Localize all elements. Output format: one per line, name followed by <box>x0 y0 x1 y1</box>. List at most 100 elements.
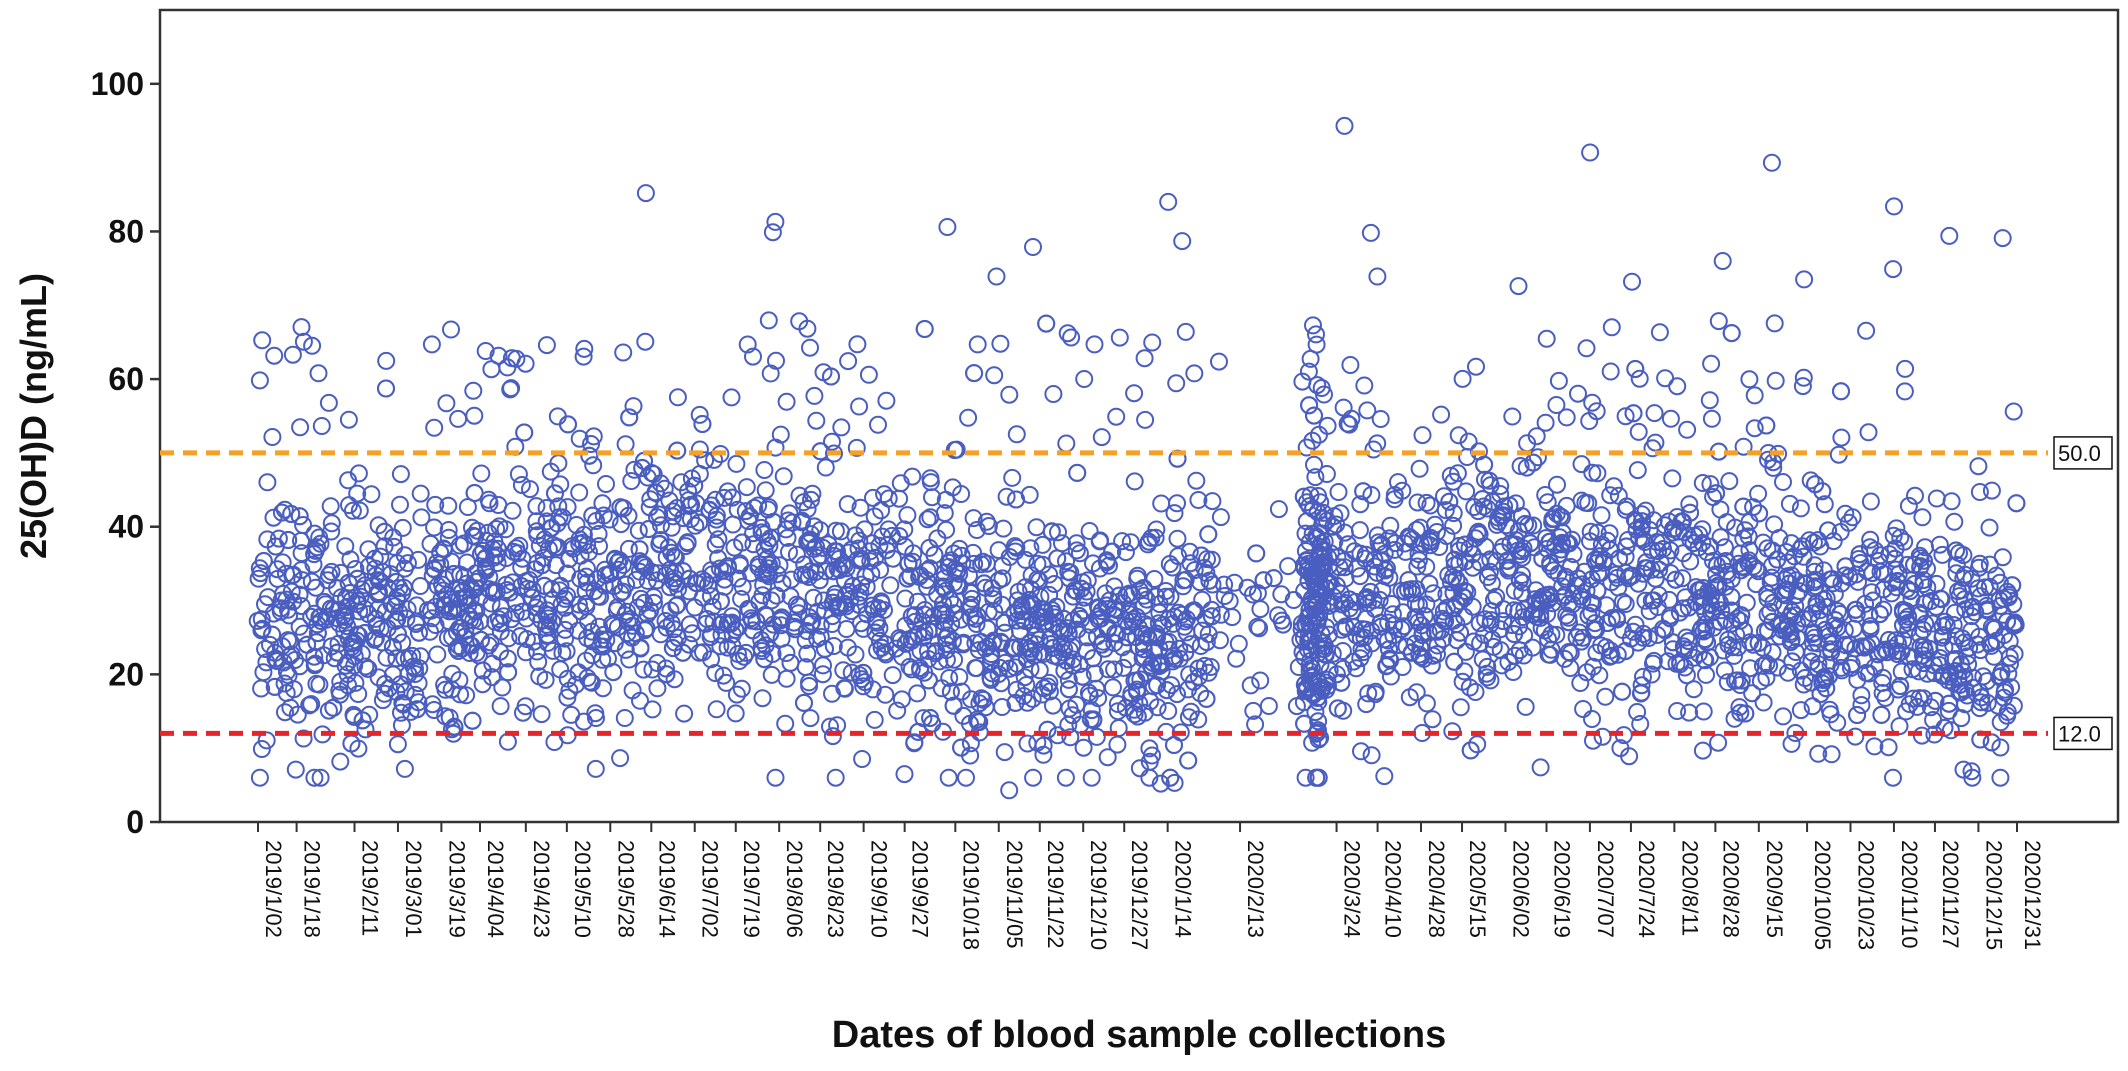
data-point <box>1839 513 1858 532</box>
data-point <box>1447 570 1466 588</box>
data-point <box>1410 459 1429 478</box>
data-point <box>1251 600 1270 619</box>
data-point <box>370 583 388 601</box>
data-point <box>450 637 468 656</box>
data-point <box>1334 659 1353 678</box>
data-point <box>825 444 843 463</box>
data-point <box>1116 698 1135 717</box>
data-point <box>823 432 841 451</box>
data-point <box>792 513 811 532</box>
data-point <box>1626 360 1645 378</box>
data-point <box>1394 603 1412 622</box>
data-point <box>584 427 603 446</box>
data-point <box>1584 657 1603 676</box>
data-point <box>1944 636 1963 654</box>
data-point <box>1862 583 1881 602</box>
data-point <box>1034 745 1053 764</box>
data-point <box>1340 415 1359 434</box>
data-point <box>1806 475 1825 494</box>
data-point <box>847 438 866 457</box>
data-point <box>925 546 944 564</box>
data-point <box>335 611 354 630</box>
data-point <box>1524 453 1543 472</box>
y-tick-label: 0 <box>126 804 144 840</box>
data-point <box>1091 531 1109 550</box>
data-point <box>849 587 868 606</box>
data-point <box>1982 733 2001 752</box>
data-point <box>824 562 843 581</box>
data-point <box>1072 609 1091 628</box>
data-point <box>1308 594 1326 613</box>
data-point <box>975 574 994 593</box>
data-point <box>1420 532 1439 551</box>
data-point <box>939 768 958 787</box>
data-point <box>1003 638 1022 657</box>
data-point <box>1613 621 1632 639</box>
data-point <box>1007 680 1026 699</box>
data-point <box>1668 702 1687 720</box>
data-point <box>1650 323 1669 342</box>
data-point <box>330 681 349 700</box>
data-point <box>1629 422 1648 441</box>
x-tick-label: 2020/5/15 <box>1465 840 1490 938</box>
data-point <box>275 674 294 693</box>
data-point <box>539 540 558 559</box>
data-point <box>1310 425 1328 444</box>
data-point <box>1307 724 1326 743</box>
data-point <box>895 520 914 539</box>
data-point <box>1815 495 1834 514</box>
data-point <box>1561 644 1580 662</box>
data-point <box>451 565 470 584</box>
data-point <box>1865 658 1884 676</box>
data-point <box>1564 545 1583 564</box>
data-point <box>1371 410 1390 428</box>
data-point <box>391 465 410 484</box>
data-point <box>1399 571 1418 590</box>
data-point <box>976 698 995 717</box>
data-point <box>1634 624 1653 643</box>
data-point <box>544 641 562 660</box>
data-point <box>805 517 824 536</box>
data-point <box>745 498 764 517</box>
data-point <box>1830 647 1849 666</box>
x-tick-label: 2019/1/02 <box>261 840 286 938</box>
data-point <box>1697 620 1716 639</box>
data-point <box>1140 768 1159 787</box>
data-point <box>832 418 851 437</box>
data-point <box>491 697 510 716</box>
data-point <box>1296 768 1315 787</box>
data-point <box>1274 615 1293 634</box>
data-point <box>1623 272 1641 291</box>
data-point <box>473 661 492 680</box>
data-point <box>727 454 746 473</box>
data-point <box>686 516 705 535</box>
data-point <box>1062 328 1081 347</box>
data-point <box>936 490 955 509</box>
data-point <box>1503 407 1522 426</box>
data-point <box>322 514 341 533</box>
data-point <box>1211 508 1230 527</box>
data-point <box>1444 472 1463 491</box>
data-point <box>941 590 960 609</box>
data-point <box>852 614 870 633</box>
data-point <box>1189 659 1208 678</box>
data-point <box>1361 223 1380 242</box>
data-point <box>490 517 509 536</box>
data-point <box>1793 537 1812 556</box>
data-point <box>1645 404 1664 423</box>
data-point <box>1092 428 1111 447</box>
data-point <box>1558 534 1577 553</box>
data-point <box>1905 574 1924 593</box>
data-point <box>838 495 857 514</box>
data-point <box>1945 512 1964 531</box>
data-point <box>1085 335 1104 354</box>
data-point <box>1757 654 1776 673</box>
data-point <box>1466 683 1485 701</box>
data-point <box>1726 671 1744 690</box>
data-point <box>309 364 328 383</box>
data-point <box>1107 407 1126 426</box>
data-point <box>349 685 368 703</box>
data-point <box>937 581 955 600</box>
data-point <box>881 576 900 595</box>
data-point <box>864 488 882 507</box>
